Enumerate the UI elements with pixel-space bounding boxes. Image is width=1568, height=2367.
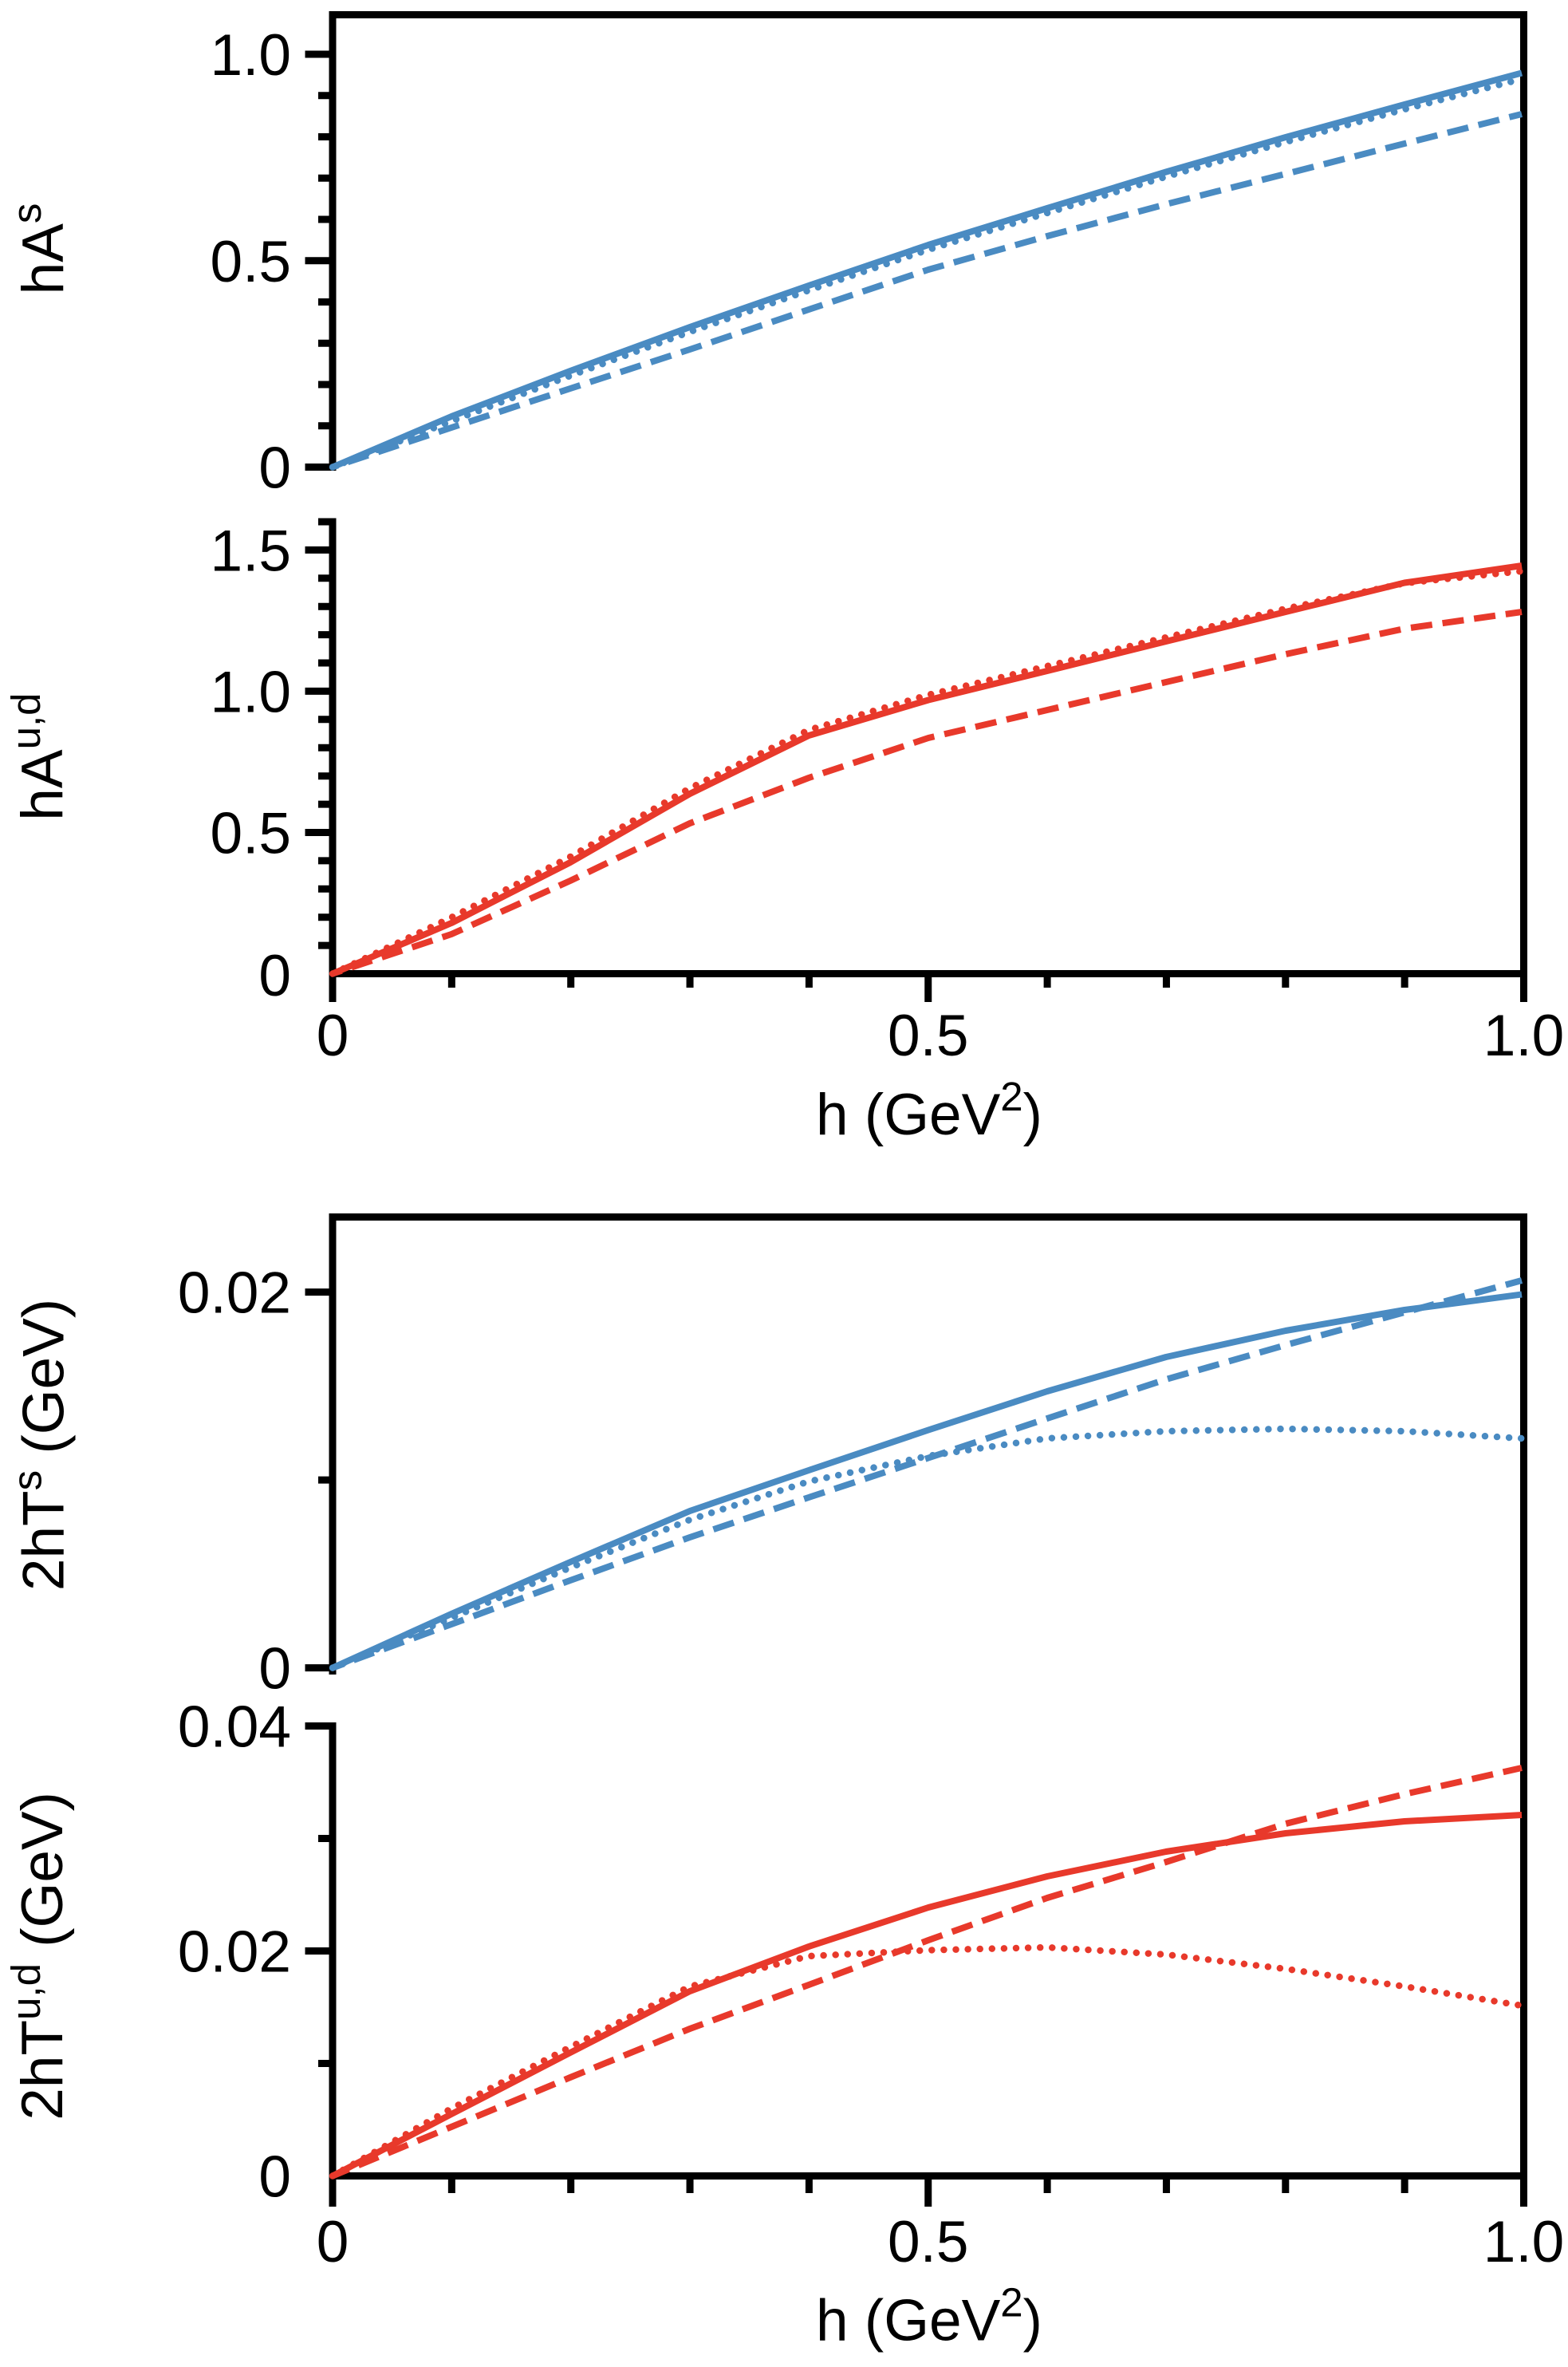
svg-text:1.0: 1.0 xyxy=(211,23,291,88)
svg-text:1.5: 1.5 xyxy=(211,519,291,583)
svg-text:0: 0 xyxy=(258,2145,291,2210)
svg-text:0: 0 xyxy=(258,1637,291,1702)
svg-text:0.5: 0.5 xyxy=(888,2210,968,2274)
svg-text:0.5: 0.5 xyxy=(211,802,291,866)
svg-text:0: 0 xyxy=(317,1004,349,1068)
svg-text:2hTs (GeV): 2hTs (GeV) xyxy=(5,1299,77,1591)
svg-text:0.5: 0.5 xyxy=(888,1004,968,1068)
svg-text:0: 0 xyxy=(317,2210,349,2274)
svg-text:1.0: 1.0 xyxy=(1483,2210,1564,2274)
svg-text:h (GeV2): h (GeV2) xyxy=(816,1074,1042,1147)
svg-text:0: 0 xyxy=(258,436,291,501)
svg-text:0: 0 xyxy=(258,944,291,1008)
svg-text:0.04: 0.04 xyxy=(178,1695,291,1760)
svg-text:0.02: 0.02 xyxy=(178,1920,291,1985)
svg-text:0.02: 0.02 xyxy=(178,1261,291,1326)
svg-text:1.0: 1.0 xyxy=(211,660,291,724)
svg-text:2hTu,d (GeV): 2hTu,d (GeV) xyxy=(3,1792,75,2120)
svg-text:1.0: 1.0 xyxy=(1483,1004,1564,1068)
svg-text:0.5: 0.5 xyxy=(211,230,291,294)
